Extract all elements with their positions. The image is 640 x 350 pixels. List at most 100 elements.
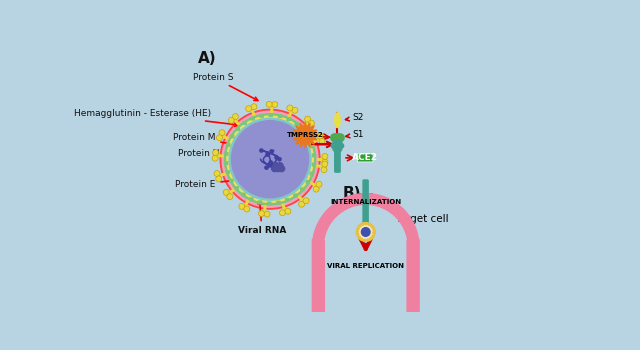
Circle shape xyxy=(322,153,328,159)
Circle shape xyxy=(273,163,279,169)
Circle shape xyxy=(360,225,361,227)
Circle shape xyxy=(316,181,322,187)
FancyBboxPatch shape xyxy=(277,201,280,204)
FancyBboxPatch shape xyxy=(226,171,229,174)
Circle shape xyxy=(227,116,313,202)
FancyBboxPatch shape xyxy=(302,129,305,132)
Circle shape xyxy=(212,150,218,155)
Circle shape xyxy=(225,114,316,205)
Circle shape xyxy=(358,225,373,239)
Circle shape xyxy=(362,224,364,225)
Circle shape xyxy=(359,236,360,238)
Circle shape xyxy=(299,201,305,207)
Circle shape xyxy=(333,140,338,145)
Circle shape xyxy=(356,223,375,241)
Circle shape xyxy=(308,120,314,126)
FancyBboxPatch shape xyxy=(363,180,368,231)
FancyBboxPatch shape xyxy=(307,136,310,139)
Circle shape xyxy=(292,107,298,113)
Circle shape xyxy=(266,102,272,107)
Circle shape xyxy=(331,134,339,141)
Circle shape xyxy=(244,206,250,212)
FancyBboxPatch shape xyxy=(250,198,253,201)
FancyBboxPatch shape xyxy=(307,181,310,183)
Circle shape xyxy=(371,225,372,227)
Circle shape xyxy=(321,167,327,173)
FancyBboxPatch shape xyxy=(312,154,316,157)
Text: Protein M: Protein M xyxy=(173,133,237,146)
Text: INTERNALIZATION: INTERNALIZATION xyxy=(330,198,401,204)
Text: VIRAL REPLICATION: VIRAL REPLICATION xyxy=(327,263,404,269)
Text: Protein S: Protein S xyxy=(193,72,258,100)
Circle shape xyxy=(275,166,281,172)
Circle shape xyxy=(317,133,323,139)
Circle shape xyxy=(280,210,285,216)
Circle shape xyxy=(214,170,220,176)
Circle shape xyxy=(285,208,291,214)
Circle shape xyxy=(372,235,374,237)
Polygon shape xyxy=(292,122,318,148)
FancyBboxPatch shape xyxy=(312,163,316,166)
Circle shape xyxy=(219,130,225,135)
Circle shape xyxy=(239,203,244,209)
FancyBboxPatch shape xyxy=(310,172,314,175)
Circle shape xyxy=(232,121,308,198)
Ellipse shape xyxy=(333,134,341,142)
FancyBboxPatch shape xyxy=(357,154,373,162)
Circle shape xyxy=(337,134,344,141)
Circle shape xyxy=(357,231,358,232)
FancyBboxPatch shape xyxy=(251,117,255,120)
Text: B): B) xyxy=(343,186,362,201)
Text: TMPRSS2: TMPRSS2 xyxy=(287,132,323,138)
Circle shape xyxy=(361,238,363,240)
Circle shape xyxy=(275,156,278,159)
Circle shape xyxy=(364,239,365,241)
Circle shape xyxy=(271,164,274,168)
FancyBboxPatch shape xyxy=(243,122,246,124)
Circle shape xyxy=(260,149,263,152)
Circle shape xyxy=(277,163,283,169)
FancyBboxPatch shape xyxy=(259,201,262,204)
Circle shape xyxy=(278,158,281,161)
FancyBboxPatch shape xyxy=(230,135,234,138)
Polygon shape xyxy=(312,193,419,241)
Circle shape xyxy=(333,147,338,152)
Text: Protein E: Protein E xyxy=(175,178,237,189)
Circle shape xyxy=(337,147,342,152)
Circle shape xyxy=(212,155,218,161)
Circle shape xyxy=(287,105,292,111)
FancyBboxPatch shape xyxy=(287,118,291,120)
Circle shape xyxy=(319,138,325,144)
FancyBboxPatch shape xyxy=(236,128,239,131)
FancyBboxPatch shape xyxy=(278,115,282,118)
Circle shape xyxy=(357,234,359,235)
FancyBboxPatch shape xyxy=(225,153,228,155)
FancyBboxPatch shape xyxy=(242,193,245,196)
Circle shape xyxy=(362,228,370,236)
Circle shape xyxy=(268,163,271,167)
Circle shape xyxy=(332,144,336,148)
FancyBboxPatch shape xyxy=(230,179,233,182)
Circle shape xyxy=(227,194,233,199)
FancyBboxPatch shape xyxy=(260,114,263,117)
Circle shape xyxy=(246,106,252,112)
Text: Hemagglutinin - Esterase (HE): Hemagglutinin - Esterase (HE) xyxy=(74,109,239,126)
Polygon shape xyxy=(312,239,324,312)
FancyBboxPatch shape xyxy=(225,162,228,164)
Circle shape xyxy=(373,231,374,233)
FancyBboxPatch shape xyxy=(295,122,298,125)
Circle shape xyxy=(358,228,359,229)
Circle shape xyxy=(368,224,370,225)
Circle shape xyxy=(370,238,371,239)
Ellipse shape xyxy=(335,113,340,127)
Circle shape xyxy=(251,104,257,110)
Circle shape xyxy=(269,161,272,164)
Text: Protein N: Protein N xyxy=(178,149,243,160)
Circle shape xyxy=(303,198,309,204)
FancyBboxPatch shape xyxy=(335,141,340,172)
Circle shape xyxy=(278,166,285,172)
Circle shape xyxy=(367,239,369,240)
Circle shape xyxy=(216,176,221,182)
Circle shape xyxy=(222,111,318,207)
Circle shape xyxy=(264,211,270,217)
